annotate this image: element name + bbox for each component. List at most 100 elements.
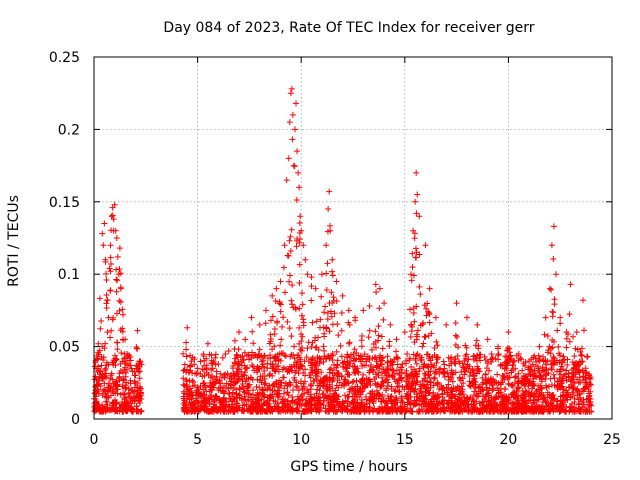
data-point — [384, 408, 391, 415]
data-point — [522, 373, 529, 380]
data-point — [379, 391, 386, 398]
data-point — [372, 281, 379, 288]
data-point — [300, 380, 307, 387]
data-point — [114, 253, 121, 260]
data-point — [276, 298, 283, 305]
data-point — [295, 364, 302, 371]
data-point — [426, 374, 433, 381]
data-point — [440, 358, 447, 365]
data-point — [350, 407, 357, 414]
data-point — [277, 357, 284, 364]
data-point — [112, 386, 119, 393]
data-point — [411, 318, 418, 325]
data-point — [398, 397, 405, 404]
data-point — [274, 400, 281, 407]
data-point — [413, 360, 420, 367]
data-point — [570, 379, 577, 386]
data-point — [248, 314, 255, 321]
data-point — [112, 355, 119, 362]
data-point — [419, 377, 426, 384]
data-point — [375, 390, 382, 397]
data-point — [296, 279, 303, 286]
data-point — [379, 345, 386, 352]
data-point — [263, 400, 270, 407]
data-point — [271, 354, 278, 361]
data-point — [116, 297, 123, 304]
data-point — [271, 325, 278, 332]
data-point — [509, 383, 516, 390]
data-point — [293, 243, 300, 250]
data-point — [114, 277, 121, 284]
data-point — [98, 317, 105, 324]
data-point — [553, 271, 560, 278]
data-point — [239, 380, 246, 387]
data-point — [134, 327, 141, 334]
data-point — [313, 318, 320, 325]
data-point — [241, 369, 248, 376]
data-point — [331, 310, 338, 317]
data-point — [190, 378, 197, 385]
data-point — [430, 389, 437, 396]
data-point — [372, 380, 379, 387]
data-point — [436, 400, 443, 407]
data-point — [128, 387, 135, 394]
data-point — [293, 407, 300, 414]
data-point — [211, 397, 218, 404]
data-point — [208, 360, 215, 367]
data-point — [366, 369, 373, 376]
data-point — [423, 312, 430, 319]
data-point — [285, 392, 292, 399]
data-point — [410, 373, 417, 380]
data-point — [345, 380, 352, 387]
data-point — [326, 385, 333, 392]
data-point — [345, 307, 352, 314]
data-point — [475, 367, 482, 374]
data-point — [288, 85, 295, 92]
data-point — [303, 395, 310, 402]
data-point — [448, 394, 455, 401]
data-point — [113, 288, 120, 295]
data-point — [460, 391, 467, 398]
data-point — [366, 327, 373, 334]
data-point — [201, 398, 208, 405]
data-point — [389, 372, 396, 379]
data-point — [107, 254, 114, 261]
data-point — [252, 396, 259, 403]
data-point — [470, 353, 477, 360]
data-point — [550, 371, 557, 378]
data-point — [124, 350, 131, 357]
data-point — [231, 345, 238, 352]
data-point — [345, 340, 352, 347]
data-point — [361, 351, 368, 358]
data-point — [221, 373, 228, 380]
data-point — [503, 370, 510, 377]
data-point — [427, 357, 434, 364]
data-point — [290, 162, 297, 169]
data-point — [186, 368, 193, 375]
data-point — [278, 336, 285, 343]
data-point — [126, 393, 133, 400]
data-point — [350, 351, 357, 358]
data-point — [337, 342, 344, 349]
data-point — [474, 321, 481, 328]
data-point — [422, 333, 429, 340]
data-point — [384, 400, 391, 407]
data-point — [106, 265, 113, 272]
data-point — [498, 407, 505, 414]
data-point — [446, 362, 453, 369]
data-point — [529, 381, 536, 388]
data-point — [245, 384, 252, 391]
data-point — [490, 385, 497, 392]
data-point — [300, 390, 307, 397]
data-point — [537, 372, 544, 379]
data-point — [213, 368, 220, 375]
data-point — [449, 371, 456, 378]
data-point — [409, 408, 416, 415]
data-point — [396, 388, 403, 395]
data-point — [233, 351, 240, 358]
data-point — [372, 328, 379, 335]
data-point — [499, 361, 506, 368]
data-point — [242, 336, 249, 343]
data-point — [332, 408, 339, 415]
data-point — [416, 251, 423, 258]
